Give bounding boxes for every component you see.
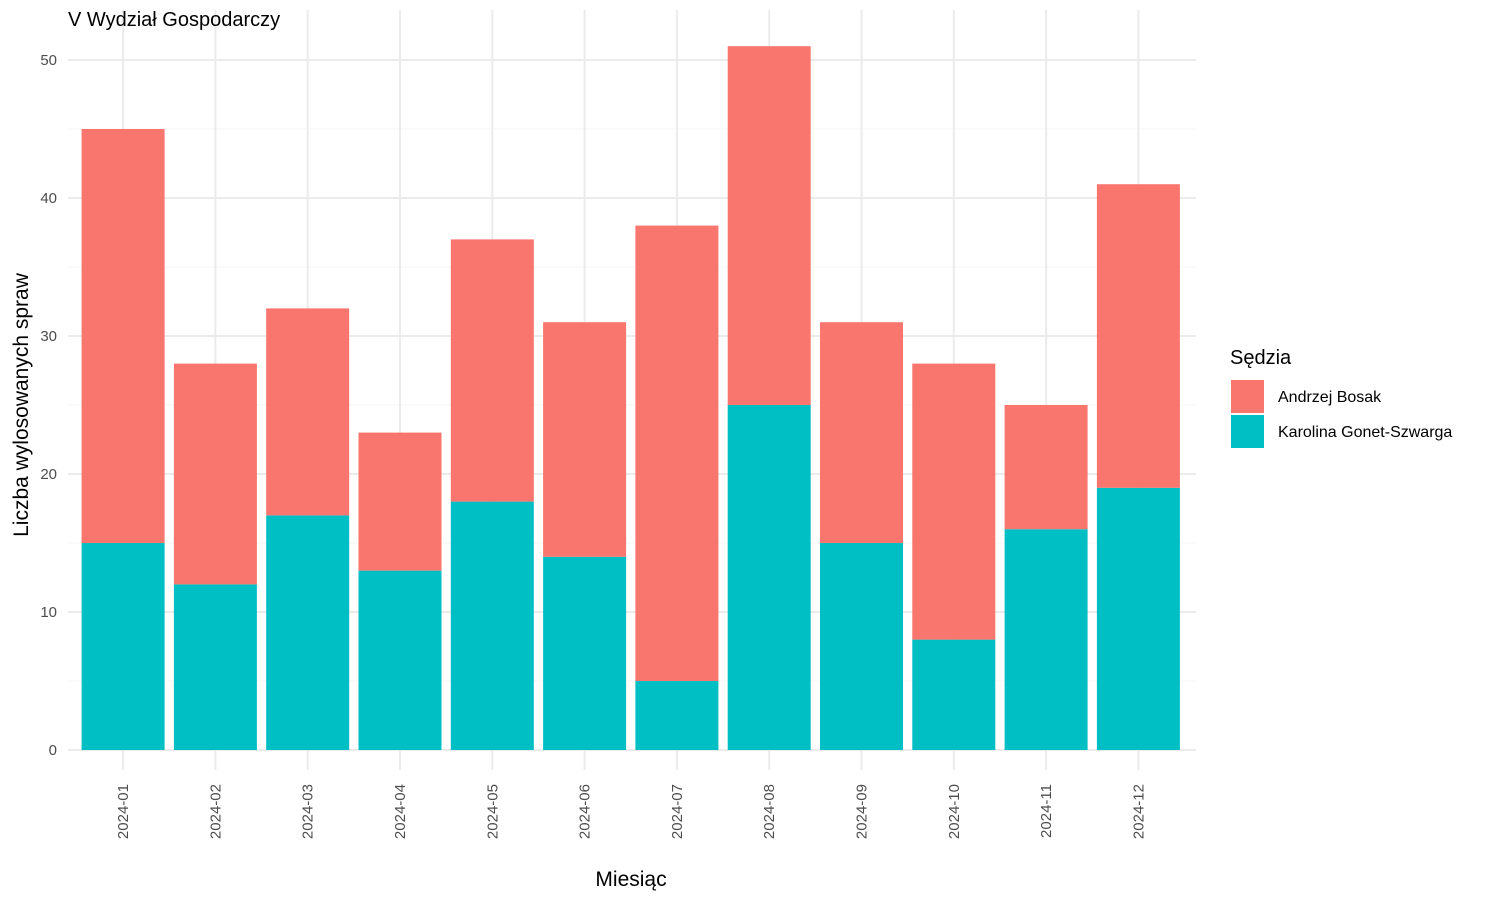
x-tick-label: 2024-11 — [1038, 784, 1055, 838]
x-tick-label: 2024-09 — [854, 784, 871, 839]
bar-andrzej-bosak-2024-05 — [450, 239, 534, 502]
bar-karolina-gonet-szwarga-2024-12 — [1096, 487, 1180, 750]
legend-swatch-karolina-gonet-szwarga — [1231, 415, 1264, 448]
legend-label-karolina-gonet-szwarga: Karolina Gonet-Szwarga — [1278, 424, 1452, 441]
bar-andrzej-bosak-2024-09 — [820, 322, 903, 543]
x-tick-label: 2024-10 — [946, 784, 963, 839]
bar-andrzej-bosak-2024-11 — [1004, 405, 1088, 530]
legend-label-andrzej-bosak: Andrzej Bosak — [1278, 389, 1382, 406]
bar-andrzej-bosak-2024-12 — [1096, 184, 1180, 488]
y-axis-title: Liczba wylosowanych spraw — [10, 272, 33, 537]
bar-karolina-gonet-szwarga-2024-09 — [820, 543, 903, 750]
bar-andrzej-bosak-2024-07 — [635, 225, 719, 681]
bar-andrzej-bosak-2024-10 — [912, 363, 996, 640]
bar-karolina-gonet-szwarga-2024-10 — [912, 639, 996, 750]
legend-items: Andrzej Bosak Karolina Gonet-Szwarga — [1231, 380, 1452, 448]
bar-karolina-gonet-szwarga-2024-01 — [81, 543, 165, 750]
x-tick-label: 2024-07 — [669, 784, 686, 839]
bar-karolina-gonet-szwarga-2024-04 — [358, 570, 442, 750]
y-tick-label: 20 — [40, 466, 57, 483]
bar-karolina-gonet-szwarga-2024-06 — [543, 556, 627, 750]
bar-andrzej-bosak-2024-02 — [173, 363, 257, 585]
legend-swatch-andrzej-bosak — [1231, 380, 1264, 413]
chart-title: V Wydział Gospodarczy — [68, 9, 280, 31]
legend-title: Sędzia — [1230, 347, 1292, 369]
x-axis-title: Miesiąc — [595, 868, 666, 891]
y-tick-label: 0 — [49, 742, 57, 759]
x-tick-label: 2024-06 — [577, 784, 594, 839]
y-tick-label: 30 — [40, 328, 57, 345]
bar-andrzej-bosak-2024-03 — [266, 308, 350, 516]
x-tick-label: 2024-08 — [761, 784, 778, 839]
y-tick-label: 50 — [40, 52, 57, 69]
legend: Sędzia Andrzej Bosak Karolina Gonet-Szwar… — [1230, 347, 1452, 448]
bar-karolina-gonet-szwarga-2024-07 — [635, 681, 719, 750]
y-tick-label: 10 — [40, 604, 57, 621]
x-tick-label: 2024-03 — [300, 784, 317, 839]
bars — [81, 46, 1180, 750]
x-tick-label: 2024-04 — [392, 784, 409, 839]
bar-karolina-gonet-szwarga-2024-05 — [450, 501, 534, 750]
y-axis-ticks: 0 10 20 30 40 50 — [40, 52, 57, 759]
bar-karolina-gonet-szwarga-2024-11 — [1004, 529, 1088, 750]
x-axis-ticks: 2024-01 2024-02 2024-03 2024-04 2024-05 2024-… — [115, 784, 1147, 839]
x-tick-label: 2024-12 — [1130, 784, 1147, 839]
bar-karolina-gonet-szwarga-2024-08 — [727, 405, 811, 750]
x-tick-label: 2024-01 — [115, 784, 132, 839]
x-tick-label: 2024-05 — [484, 784, 501, 839]
bar-karolina-gonet-szwarga-2024-02 — [173, 584, 257, 750]
bar-andrzej-bosak-2024-01 — [81, 129, 165, 543]
bar-karolina-gonet-szwarga-2024-03 — [266, 515, 350, 750]
bar-andrzej-bosak-2024-08 — [727, 46, 811, 405]
bar-andrzej-bosak-2024-04 — [358, 432, 442, 571]
bar-andrzej-bosak-2024-06 — [543, 322, 627, 557]
x-tick-label: 2024-02 — [207, 784, 224, 839]
y-tick-label: 40 — [40, 190, 57, 207]
